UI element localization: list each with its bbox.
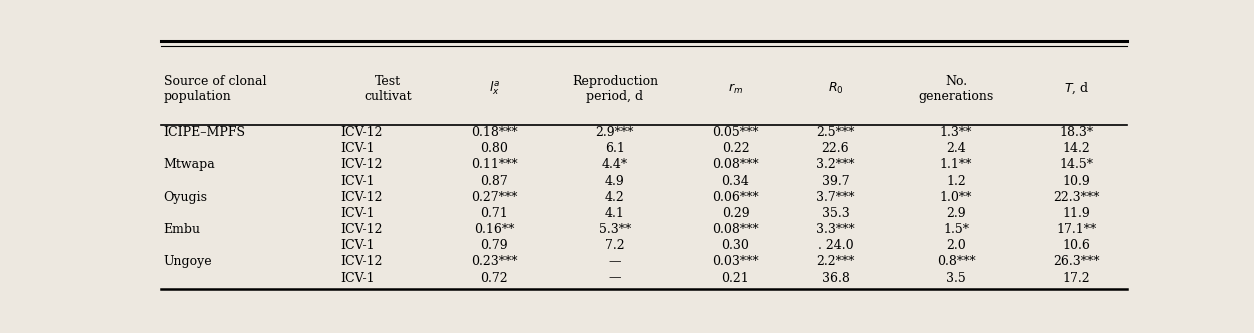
Text: ICV-12: ICV-12 — [340, 223, 382, 236]
Text: 0.23***: 0.23*** — [472, 255, 518, 268]
Text: 2.5***: 2.5*** — [816, 126, 855, 139]
Text: 11.9: 11.9 — [1063, 207, 1091, 220]
Text: 0.29: 0.29 — [721, 207, 750, 220]
Text: 0.27***: 0.27*** — [472, 191, 518, 204]
Text: Ungoye: Ungoye — [163, 255, 212, 268]
Text: 14.5*: 14.5* — [1060, 159, 1093, 171]
Text: 0.21: 0.21 — [721, 271, 750, 284]
Text: 36.8: 36.8 — [821, 271, 849, 284]
Text: 4.9: 4.9 — [604, 174, 624, 187]
Text: 0.11***: 0.11*** — [472, 159, 518, 171]
Text: 2.0: 2.0 — [947, 239, 966, 252]
Text: 10.9: 10.9 — [1063, 174, 1091, 187]
Text: $r_m$: $r_m$ — [727, 82, 744, 96]
Text: 18.3*: 18.3* — [1060, 126, 1093, 139]
Text: ICV-1: ICV-1 — [340, 142, 375, 155]
Text: 1.3**: 1.3** — [939, 126, 972, 139]
Text: 0.16**: 0.16** — [474, 223, 514, 236]
Text: 0.08***: 0.08*** — [712, 159, 759, 171]
Text: 22.3***: 22.3*** — [1053, 191, 1100, 204]
Text: 26.3***: 26.3*** — [1053, 255, 1100, 268]
Text: 7.2: 7.2 — [604, 239, 624, 252]
Text: $l_x^a$: $l_x^a$ — [489, 80, 500, 98]
Text: 0.30: 0.30 — [721, 239, 750, 252]
Text: ICV-1: ICV-1 — [340, 239, 375, 252]
Text: ICV-1: ICV-1 — [340, 174, 375, 187]
Text: 2.2***: 2.2*** — [816, 255, 855, 268]
Text: 0.87: 0.87 — [480, 174, 508, 187]
Text: 0.03***: 0.03*** — [712, 255, 759, 268]
Text: 1.0**: 1.0** — [939, 191, 972, 204]
Text: Oyugis: Oyugis — [163, 191, 208, 204]
Text: 3.5: 3.5 — [947, 271, 966, 284]
Text: $R_0$: $R_0$ — [828, 81, 843, 96]
Text: 39.7: 39.7 — [821, 174, 849, 187]
Text: 2.9***: 2.9*** — [596, 126, 635, 139]
Text: 1.1**: 1.1** — [939, 159, 972, 171]
Text: 0.34: 0.34 — [721, 174, 750, 187]
Text: Source of clonal
population: Source of clonal population — [163, 75, 266, 103]
Text: 5.3**: 5.3** — [598, 223, 631, 236]
Text: 0.80: 0.80 — [480, 142, 508, 155]
Text: 0.18***: 0.18*** — [472, 126, 518, 139]
Text: ICV-12: ICV-12 — [340, 159, 382, 171]
Text: 2.4: 2.4 — [947, 142, 966, 155]
Text: 0.05***: 0.05*** — [712, 126, 759, 139]
Text: 4.2: 4.2 — [604, 191, 624, 204]
Text: 1.2: 1.2 — [947, 174, 966, 187]
Text: 14.2: 14.2 — [1063, 142, 1091, 155]
Text: 0.8***: 0.8*** — [937, 255, 976, 268]
Text: . 24.0: . 24.0 — [818, 239, 853, 252]
Text: 3.3***: 3.3*** — [816, 223, 855, 236]
Text: No.
generations: No. generations — [918, 75, 993, 103]
Text: 1.5*: 1.5* — [943, 223, 969, 236]
Text: Mtwapa: Mtwapa — [163, 159, 216, 171]
Text: 0.08***: 0.08*** — [712, 223, 759, 236]
Text: 17.2: 17.2 — [1063, 271, 1091, 284]
Text: 4.4*: 4.4* — [602, 159, 628, 171]
Text: ICV-12: ICV-12 — [340, 191, 382, 204]
Text: 22.6: 22.6 — [821, 142, 849, 155]
Text: Test
cultivat: Test cultivat — [365, 75, 413, 103]
Text: ICV-1: ICV-1 — [340, 271, 375, 284]
Text: 2.9: 2.9 — [947, 207, 966, 220]
Text: 0.22: 0.22 — [721, 142, 750, 155]
Text: 0.71: 0.71 — [480, 207, 508, 220]
Text: 0.79: 0.79 — [480, 239, 508, 252]
Text: 3.2***: 3.2*** — [816, 159, 855, 171]
Text: —: — — [608, 255, 621, 268]
Text: 35.3: 35.3 — [821, 207, 849, 220]
Text: 10.6: 10.6 — [1062, 239, 1091, 252]
Text: ICV-12: ICV-12 — [340, 255, 382, 268]
Text: 4.1: 4.1 — [604, 207, 624, 220]
Text: ICIPE–MPFS: ICIPE–MPFS — [163, 126, 246, 139]
Text: Embu: Embu — [163, 223, 201, 236]
Text: 0.06***: 0.06*** — [712, 191, 759, 204]
Text: $T$, d: $T$, d — [1065, 81, 1090, 97]
Text: 0.72: 0.72 — [480, 271, 508, 284]
Text: ICV-1: ICV-1 — [340, 207, 375, 220]
Text: 3.7***: 3.7*** — [816, 191, 855, 204]
Text: Reproduction
period, d: Reproduction period, d — [572, 75, 658, 103]
Text: 17.1**: 17.1** — [1057, 223, 1097, 236]
Text: 6.1: 6.1 — [604, 142, 624, 155]
Text: ICV-12: ICV-12 — [340, 126, 382, 139]
Text: —: — — [608, 271, 621, 284]
